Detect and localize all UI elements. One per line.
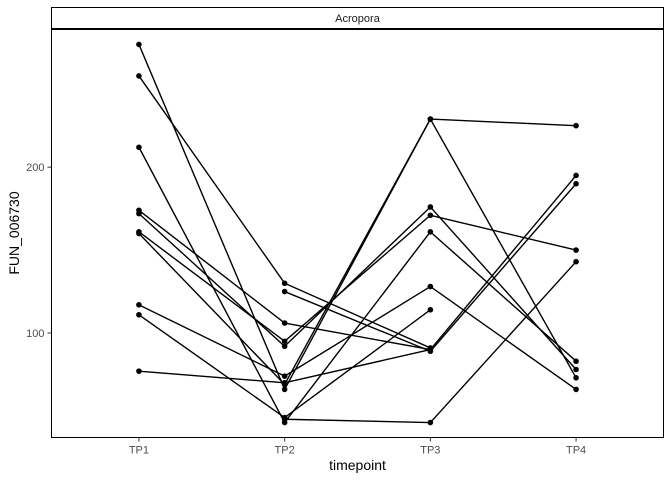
x-tick-label: TP1: [129, 445, 149, 457]
series-line-5: [138, 206, 577, 370]
data-point: [427, 116, 434, 122]
series-layer: [138, 44, 577, 424]
data-point: [427, 229, 434, 235]
data-point: [281, 373, 288, 379]
y-axis-title: FUN_006730: [6, 191, 22, 274]
data-point: [573, 180, 579, 187]
data-point: [281, 416, 288, 423]
series-line-10: [138, 175, 577, 384]
series-line-2: [138, 75, 431, 349]
x-axis-title: timepoint: [329, 457, 386, 473]
x-tick-label: TP3: [420, 445, 440, 457]
plot-panel: [51, 29, 664, 438]
x-axis: TP1 TP2 TP3 TP4: [51, 437, 664, 457]
data-point: [281, 343, 288, 350]
series-line-8: [138, 285, 577, 390]
data-point: [281, 280, 288, 287]
x-tick-label: TP4: [566, 445, 586, 457]
facet-strip: Acropora: [51, 7, 664, 29]
data-point: [573, 386, 579, 393]
data-point: [136, 311, 142, 318]
data-point: [136, 73, 142, 79]
data-point: [136, 302, 142, 308]
points-layer: [136, 41, 579, 426]
data-point: [136, 41, 142, 48]
data-point: [573, 122, 579, 129]
data-point: [573, 258, 579, 265]
data-point: [573, 247, 579, 253]
data-point: [281, 379, 288, 386]
x-tick-label: TP2: [275, 445, 295, 457]
data-point: [573, 172, 579, 179]
data-point: [281, 338, 288, 345]
data-point: [136, 368, 142, 374]
data-point: [427, 348, 434, 355]
facet-strip-background: [51, 7, 664, 29]
data-point: [136, 210, 142, 217]
data-point: [136, 230, 142, 237]
y-axis: 100 200: [26, 29, 52, 438]
data-point: [427, 306, 434, 313]
data-point: [427, 283, 434, 290]
y-tick-label: 100: [26, 328, 44, 340]
data-point: [427, 204, 434, 210]
y-tick-label: 200: [26, 162, 44, 174]
data-point: [427, 419, 434, 426]
series-line-3: [138, 146, 577, 424]
data-point: [281, 288, 288, 295]
series-line-6: [138, 214, 577, 342]
data-point: [573, 358, 579, 365]
data-point: [281, 320, 288, 326]
data-point: [281, 386, 288, 393]
facet-strip-label: Acropora: [335, 13, 381, 25]
series-line-7: [138, 118, 577, 386]
data-point: [573, 366, 579, 373]
data-point: [573, 374, 579, 381]
data-point: [136, 144, 142, 151]
series-line-1: [138, 44, 577, 391]
panel-border: [51, 29, 664, 438]
data-point: [427, 212, 434, 219]
